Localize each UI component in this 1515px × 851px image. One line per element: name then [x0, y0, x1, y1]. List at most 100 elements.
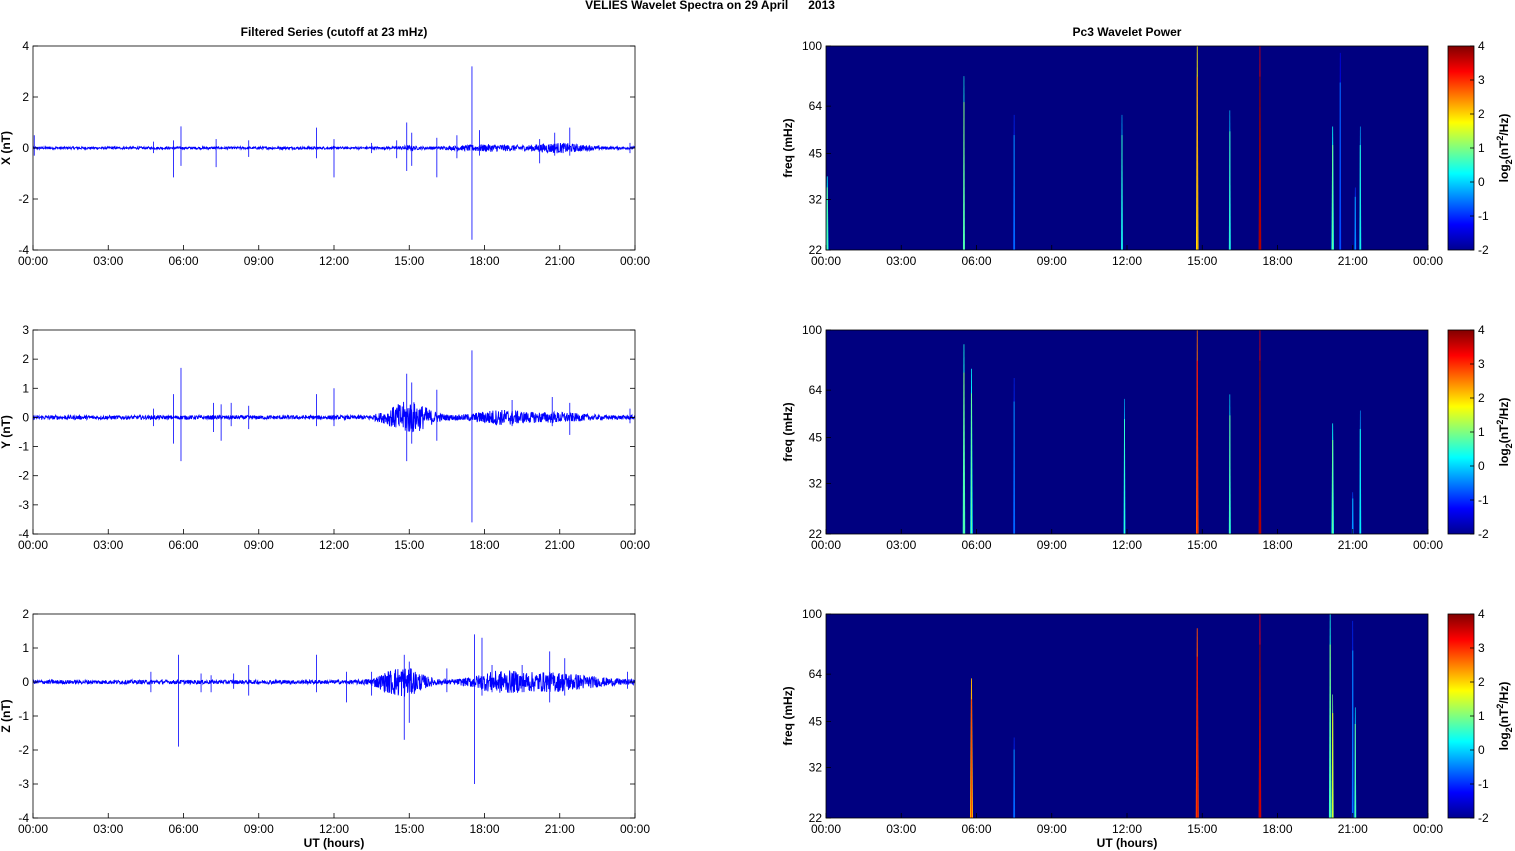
y-tick-label: 45 [809, 147, 823, 161]
y-tick-label: -4 [18, 527, 29, 541]
colorbar-tick-label: -2 [1478, 527, 1489, 541]
plot-area [33, 614, 635, 818]
y-tick-label: 32 [809, 761, 823, 775]
colorbar-gradient [1447, 329, 1475, 535]
y-tick-label: -4 [18, 243, 29, 257]
x-tick-label: 15:00 [1187, 538, 1217, 552]
y-tick-label: 0 [22, 410, 29, 424]
colorbar: -2 -1 0 1 2 3 4 log2(nT2/Hz) [1447, 323, 1514, 541]
y-tick-label: 64 [809, 99, 823, 113]
x-tick-label: 12:00 [1112, 822, 1142, 836]
x-tick-label: 06:00 [168, 538, 198, 552]
x-tick-label: 00:00 [18, 254, 48, 268]
y-tick-label: -2 [18, 469, 29, 483]
colorbar: -2 -1 0 1 2 3 4 log2(nT2/Hz) [1447, 39, 1514, 257]
x-tick-label: 15:00 [394, 822, 424, 836]
colorbar-tick-label: 3 [1478, 73, 1485, 87]
x-tick-label: 15:00 [1187, 254, 1217, 268]
y-tick-label: 1 [22, 641, 29, 655]
series-trace [33, 634, 635, 784]
y-tick-label: 100 [802, 607, 822, 621]
x-tick-label: 00:00 [18, 538, 48, 552]
y-tick-label: 32 [809, 193, 823, 207]
x-tick-label: 06:00 [168, 254, 198, 268]
x-tick-label: 18:00 [469, 538, 499, 552]
colorbar-tick-label: 3 [1478, 641, 1485, 655]
y-axis-label: Y (nT) [0, 415, 13, 449]
x-tick-label: 03:00 [886, 822, 916, 836]
x-axis-label: UT (hours) [1097, 836, 1158, 850]
x-tick-label: 21:00 [1338, 538, 1368, 552]
colorbar-tick-label: -1 [1478, 209, 1489, 223]
x-tick-label: 21:00 [545, 254, 575, 268]
colorbar-tick-label: 1 [1478, 141, 1485, 155]
x-tick-label: 09:00 [1037, 254, 1067, 268]
x-tick-label: 00:00 [18, 822, 48, 836]
series-trace [33, 66, 635, 240]
panel-wavelet-3: 22 32 45 64 100 freq (mHz) -2 -1 0 1 2 3 4 log2(nT2/H… [781, 607, 1514, 850]
panel-wavelet-2: 22 32 45 64 100 freq (mHz) -2 -1 0 1 2 3 4 log2(nT2/H… [781, 323, 1514, 552]
y-tick-label: -3 [18, 498, 29, 512]
y-tick-label: 4 [22, 39, 29, 53]
colorbar-tick-label: 3 [1478, 357, 1485, 371]
x-tick-label: 03:00 [886, 254, 916, 268]
y-tick-label: -1 [18, 709, 29, 723]
x-tick-label: 03:00 [93, 254, 123, 268]
x-tick-label: 18:00 [469, 822, 499, 836]
x-tick-label: 00:00 [620, 254, 650, 268]
colorbar-tick-label: 0 [1478, 743, 1485, 757]
y-tick-label: 22 [809, 243, 823, 257]
colorbar-gradient [1447, 613, 1475, 819]
colorbar-tick-label: 1 [1478, 709, 1485, 723]
x-tick-label: 00:00 [620, 822, 650, 836]
y-tick-label: 1 [22, 381, 29, 395]
x-tick-label: 12:00 [319, 538, 349, 552]
colorbar-tick-label: 4 [1478, 39, 1485, 53]
y-axis-label: freq (mHz) [781, 402, 795, 461]
x-axis-label: UT (hours) [304, 836, 365, 850]
x-tick-label: 00:00 [1413, 254, 1443, 268]
x-tick-label: 00:00 [811, 254, 841, 268]
x-tick-label: 09:00 [244, 254, 274, 268]
colorbar-tick-label: 4 [1478, 607, 1485, 621]
y-axis-label: X (nT) [0, 131, 13, 165]
x-tick-label: 18:00 [469, 254, 499, 268]
heatmap-background [826, 330, 1428, 534]
y-axis-label: Z (nT) [0, 699, 13, 732]
y-tick-label: 2 [22, 607, 29, 621]
colorbar: -2 -1 0 1 2 3 4 log2(nT2/Hz) [1447, 607, 1514, 825]
panel-title: Pc3 Wavelet Power [1073, 25, 1182, 39]
colorbar-tick-label: -1 [1478, 777, 1489, 791]
series-trace [33, 350, 635, 523]
y-tick-label: -4 [18, 811, 29, 825]
noise-line [33, 668, 635, 697]
x-tick-label: 06:00 [961, 822, 991, 836]
y-tick-label: 100 [802, 39, 822, 53]
x-tick-label: 15:00 [1187, 822, 1217, 836]
y-axis-label: freq (mHz) [781, 118, 795, 177]
x-tick-label: 00:00 [620, 538, 650, 552]
colorbar-label: log2(nT2/Hz) [1495, 114, 1514, 183]
x-tick-label: 09:00 [1037, 538, 1067, 552]
y-tick-label: 2 [22, 90, 29, 104]
y-tick-label: 0 [22, 141, 29, 155]
x-tick-label: 12:00 [319, 254, 349, 268]
panel-series-2: -4 -3 -2 -1 0 1 2 3 Y (nT) 00:00 03:00 06:00 09:00 12… [0, 323, 650, 552]
x-tick-label: 15:00 [394, 538, 424, 552]
x-tick-label: 18:00 [1262, 538, 1292, 552]
panel-title: Filtered Series (cutoff at 23 mHz) [241, 25, 428, 39]
x-tick-label: 09:00 [244, 538, 274, 552]
heatmap-background [826, 46, 1428, 250]
x-tick-label: 18:00 [1262, 254, 1292, 268]
y-tick-label: 45 [809, 715, 823, 729]
colorbar-tick-label: 1 [1478, 425, 1485, 439]
y-tick-label: 32 [809, 477, 823, 491]
y-tick-label: 3 [22, 323, 29, 337]
x-tick-label: 00:00 [811, 822, 841, 836]
y-tick-label: 22 [809, 527, 823, 541]
colorbar-tick-label: -2 [1478, 811, 1489, 825]
colorbar-gradient [1447, 45, 1475, 251]
y-tick-label: 22 [809, 811, 823, 825]
y-axis-label: freq (mHz) [781, 686, 795, 745]
